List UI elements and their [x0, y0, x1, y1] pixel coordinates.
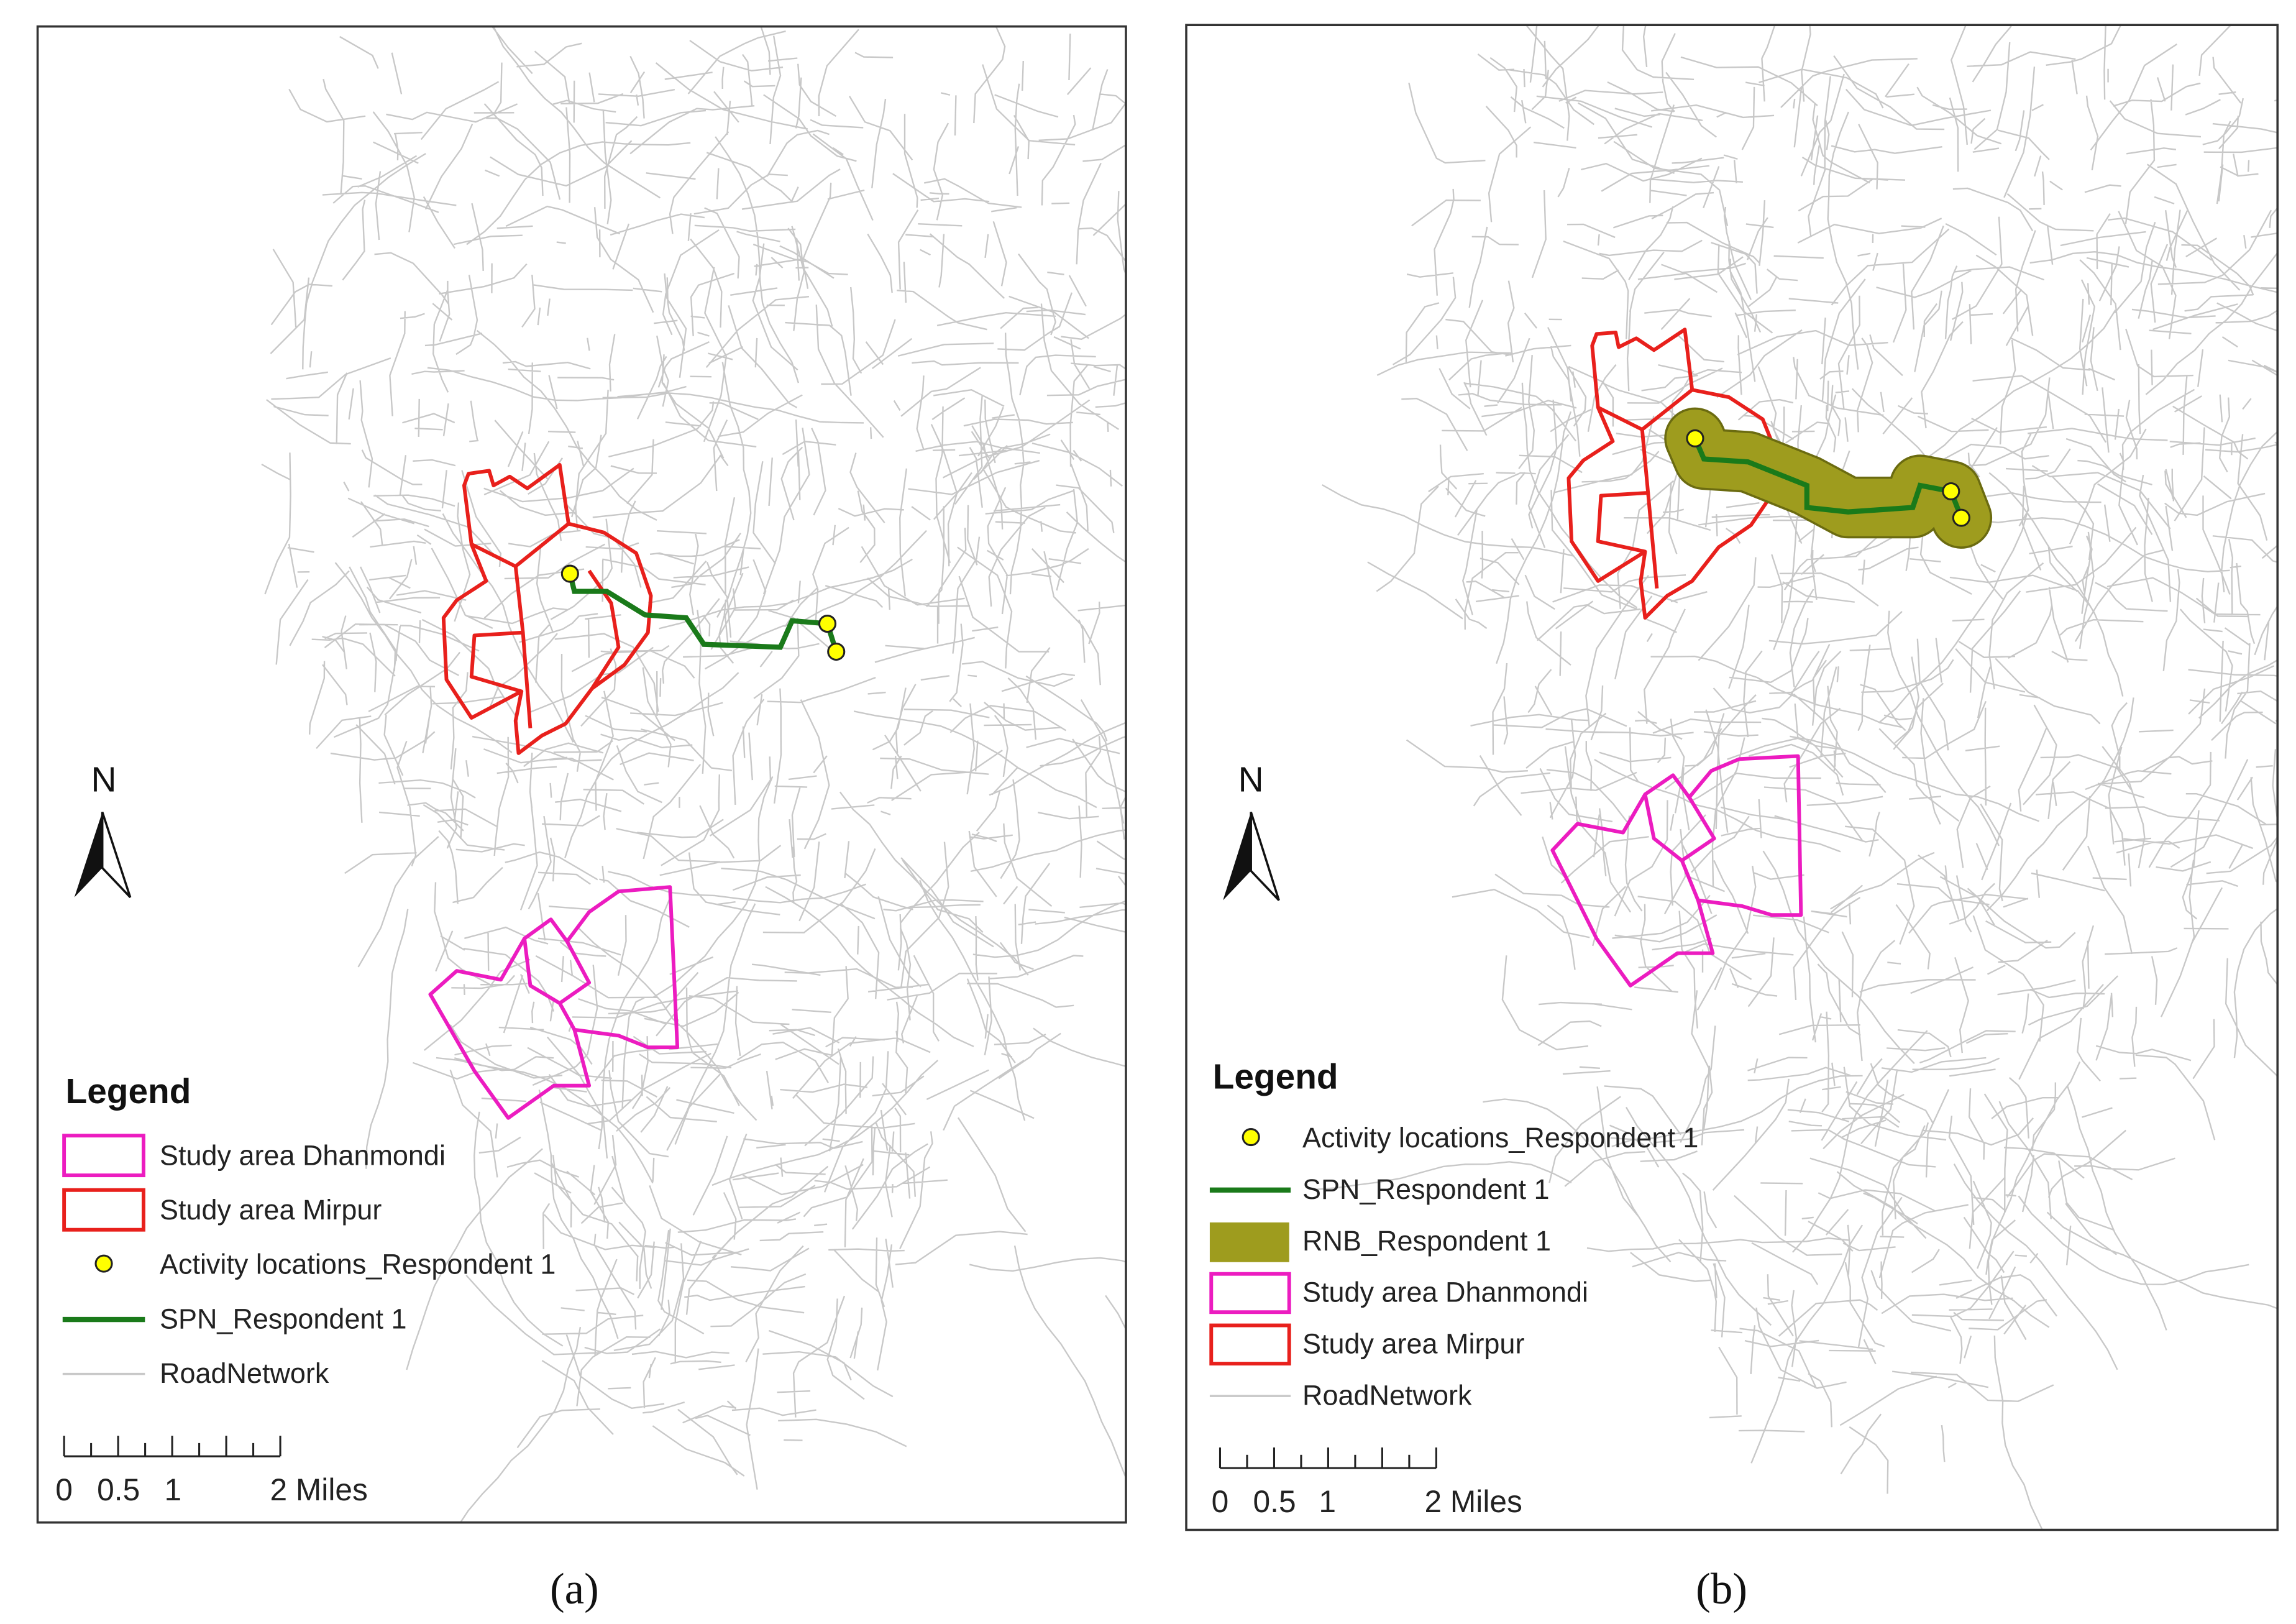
legend-label: Activity locations_Respondent 1	[1302, 1122, 1698, 1154]
legend-symbol	[1209, 1323, 1291, 1366]
activity-locations	[1686, 429, 1970, 527]
legend-label: RoadNetwork	[1302, 1379, 1472, 1411]
scale-label: 0.5	[97, 1472, 140, 1507]
scale-bar	[1219, 1447, 1437, 1469]
activity-locations	[560, 564, 846, 661]
panel-b: N Legend Activity locations_Respondent 1…	[1185, 24, 2279, 1613]
legend-symbol	[1209, 1222, 1289, 1262]
legend-label: Study area Mirpur	[1302, 1328, 1524, 1360]
scale-label: 0	[1212, 1484, 1229, 1519]
mirpur-area	[441, 462, 653, 755]
road-network	[261, 26, 1126, 1523]
caption: (b)	[1696, 1565, 1747, 1613]
legend-label: RoadNetwork	[160, 1357, 329, 1389]
mirpur-area	[1566, 328, 1780, 620]
legend-label: SPN_Respondent 1	[160, 1303, 407, 1334]
panel-a: N Legend Study area Dhanmondi Study area…	[36, 25, 1127, 1613]
map-frame	[36, 25, 1127, 1524]
spn-route	[567, 573, 839, 653]
dhanmondi-area	[428, 885, 680, 1120]
legend-symbol	[94, 1254, 113, 1273]
north-label: N	[1238, 760, 1264, 799]
dhanmondi-area	[1550, 754, 1803, 988]
legend-symbol	[1242, 1128, 1260, 1147]
north-arrow	[74, 811, 132, 898]
scale-label: 1	[164, 1472, 181, 1507]
legend-symbol	[1209, 1272, 1291, 1314]
legend-label: Activity locations_Respondent 1	[160, 1249, 556, 1280]
legend-label: Study area Mirpur	[160, 1194, 382, 1226]
scale-label: 2 Miles	[1424, 1484, 1522, 1519]
legend-title: Legend	[66, 1072, 191, 1111]
legend-symbol	[62, 1134, 145, 1178]
spn-route	[1693, 437, 1964, 519]
north-label: N	[91, 760, 117, 799]
legend-symbol	[62, 1188, 145, 1232]
scale-label: 0.5	[1253, 1484, 1296, 1519]
scale-label: 0	[55, 1472, 73, 1507]
north-arrow	[1223, 811, 1280, 901]
legend-label: RNB_Respondent 1	[1302, 1225, 1551, 1257]
legend-label: Study area Dhanmondi	[1302, 1277, 1588, 1308]
legend-label: SPN_Respondent 1	[1302, 1173, 1550, 1205]
map-frame	[1185, 24, 2279, 1531]
roads	[261, 26, 1126, 1523]
legend-label: Study area Dhanmondi	[160, 1140, 446, 1172]
scale-bar	[63, 1436, 281, 1457]
legend-title: Legend	[1213, 1057, 1338, 1096]
scale-label: 1	[1319, 1484, 1336, 1519]
caption: (a)	[550, 1565, 599, 1613]
scale-label: 2 Miles	[270, 1472, 367, 1507]
